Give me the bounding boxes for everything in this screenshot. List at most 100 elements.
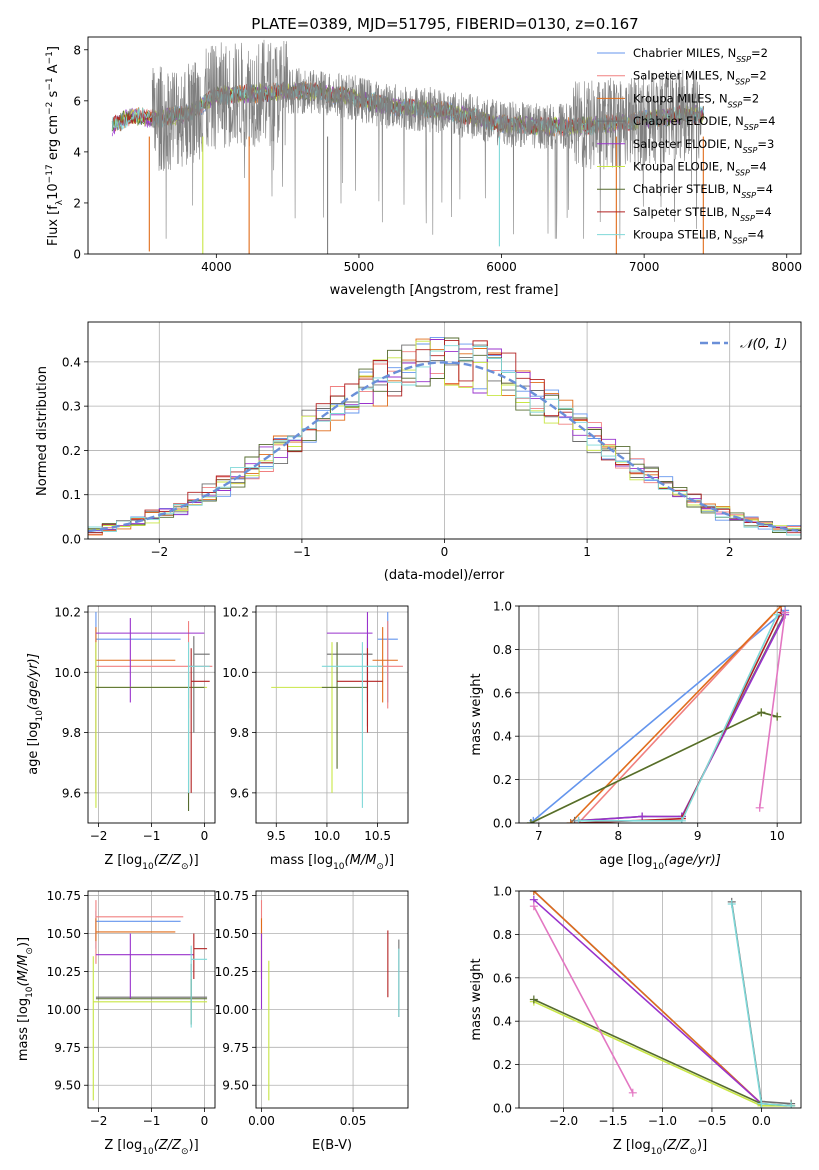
- mass_vs_Z-xticklabel-1: −1: [143, 1114, 161, 1128]
- spectrum-legend-part-6-2: =4: [756, 182, 773, 196]
- spectrum-legend-part-4-2: =3: [757, 137, 774, 151]
- mass_vs_EBV-xlabel: E(B-V): [312, 1138, 352, 1153]
- weight_vs_age-frame: [518, 605, 802, 824]
- residuals-yticklabel-4: 0.4: [62, 355, 81, 369]
- age_vs_mass-xlabel-d: ⊙: [376, 862, 384, 872]
- spectrum-legend-label-3: Chabrier ELODIE, NSSP=4: [633, 114, 775, 132]
- spectrum-ylabel-e: erg cm: [46, 115, 61, 164]
- residual-hist-6: [88, 337, 801, 533]
- weight_vs_age-yticklabel-4: 0.8: [493, 643, 512, 657]
- age_vs_mass-xlabel-b: 10: [333, 862, 345, 872]
- weight_vs_Z-marker-4-0: [529, 995, 538, 1004]
- figure-title: PLATE=0389, MJD=51795, FIBERID=0130, z=0…: [251, 15, 638, 33]
- residuals-frame: [87, 321, 802, 540]
- spectrum-data: [151, 39, 702, 239]
- weight_vs_age-line-2: [570, 606, 782, 823]
- residuals-yticklabel-1: 0.1: [62, 488, 81, 502]
- spectrum-legend-part-7-0: Salpeter STELIB, N: [633, 205, 740, 219]
- mass_vs_Z-yticklabel-1: 9.75: [54, 1041, 81, 1055]
- spectrum-yticklabel-4: 8: [73, 43, 81, 57]
- spectrum-legend-label-4: Salpeter ELODIE, NSSP=3: [633, 137, 774, 155]
- mass_vs_EBV-axes: 0.00 0.05 9.50 9.75 10.00 10.25 10.50 10.75: [215, 889, 408, 1128]
- residuals-xticklabel-2: 0: [441, 545, 449, 559]
- age_vs_Z-yticklabel-2: 10.0: [54, 666, 81, 680]
- spectrum-ylabel-j: −1: [45, 51, 55, 64]
- spectrum-legend-part-1-1: SSP: [735, 77, 750, 86]
- age_vs_Z-ylabel-a: age [log: [26, 722, 41, 775]
- age_vs_Z-ylabel-b: 10: [35, 710, 45, 722]
- spectrum-legend-label-6: Chabrier STELIB, NSSP=4: [633, 182, 773, 200]
- mass_vs_EBV-yticklabel-4: 10.50: [215, 927, 249, 941]
- weight_vs_age-xticklabel-2: 9: [694, 829, 702, 843]
- mass_vs_Z-xlabel-a: Z [log: [104, 1138, 142, 1153]
- weight_vs_age-line-6: [530, 711, 778, 823]
- residuals-xticklabel-1: −1: [293, 545, 311, 559]
- spectrum-xlabel: wavelength [Angstrom, rest frame]: [330, 283, 559, 298]
- weight_vs_Z-yticklabel-2: 0.4: [493, 1015, 512, 1029]
- age_vs_Z-yticklabel-1: 9.8: [62, 726, 81, 740]
- mass_vs_Z-xlabel-d: ⊙: [181, 1147, 189, 1157]
- weight_vs_Z-marker-6-1: [757, 1099, 766, 1108]
- spectrum-xticklabel-0: 4000: [201, 260, 232, 274]
- spectrum-ylabel-b: λ: [55, 199, 65, 205]
- weight_vs_Z-marker-7-0: [529, 902, 538, 911]
- age_vs_mass-yticklabel-3: 10.2: [222, 606, 249, 620]
- spectrum-legend-label-0: Chabrier MILES, NSSP=2: [633, 46, 768, 64]
- age_vs_mass-xticklabel-0: 9.5: [267, 829, 286, 843]
- spectrum-legend-part-0-1: SSP: [736, 55, 751, 64]
- mass_vs_Z-xlabel-b: 10: [142, 1147, 154, 1157]
- mass_vs_Z-yticklabel-5: 10.75: [47, 889, 81, 903]
- weight_vs_Z-frame: [518, 890, 802, 1109]
- spectrum-ylabel-d: −17: [45, 164, 55, 183]
- weight_vs_age-yticklabel-2: 0.4: [493, 730, 512, 744]
- spectrum-legend-part-4-0: Salpeter ELODIE, N: [633, 137, 743, 151]
- age_vs_mass-yticklabel-2: 10.0: [222, 666, 249, 680]
- residuals-xticklabel-4: 2: [726, 545, 734, 559]
- mass_vs_Z-xlabel: Z [log10(Z/Z⊙)]: [104, 1138, 198, 1157]
- mass_vs_Z-ylabel-b: 10: [25, 986, 35, 998]
- age_vs_Z-xlabel-b: 10: [142, 862, 154, 872]
- spectrum-ylabel-c: 10: [46, 183, 61, 200]
- spectrum-legend-part-3-2: =4: [759, 114, 776, 128]
- age_vs_mass-xlabel: mass [log10(M/M⊙)]: [270, 853, 394, 872]
- mass_vs_Z-xticklabel-2: 0: [201, 1114, 209, 1128]
- mass_vs_EBV-yticklabel-3: 10.25: [215, 965, 249, 979]
- weight_vs_age-marker-9-1: [781, 608, 790, 617]
- spectrum-legend-part-6-1: SSP: [741, 191, 756, 200]
- mass_vs_EBV-yticklabel-5: 10.75: [215, 889, 249, 903]
- age_vs_mass-xlabel-c: (M/M: [345, 853, 377, 868]
- spectrum-frame: [87, 36, 802, 255]
- spectrum-legend-part-8-0: Kroupa STELIB, N: [633, 228, 733, 242]
- age_vs_Z-xlabel-a: Z [log: [104, 853, 142, 868]
- spectrum-legend-part-8-1: SSP: [733, 236, 748, 245]
- mass_vs_Z-plot: [92, 900, 208, 1101]
- weight_vs_age-xlabel-c: (age/yr)]: [664, 853, 721, 868]
- age_vs_mass-yticklabel-0: 9.6: [230, 786, 249, 800]
- spectrum-plot: [111, 39, 705, 254]
- residual-hist-8: [88, 345, 801, 536]
- age_vs_Z-xlabel-c: (Z/Z: [154, 853, 182, 868]
- age_vs_Z-xlabel: Z [log10(Z/Z⊙)]: [104, 853, 198, 872]
- spectrum-ylabel: Flux [fλ10−17 erg cm−2 s−1 A−1]: [45, 46, 65, 246]
- age_vs_Z-xlabel-d: ⊙: [181, 862, 189, 872]
- age_vs_mass-xlabel-a: mass [log: [270, 853, 333, 868]
- weight_vs_Z-xlabel-c: (Z/Z: [662, 1138, 690, 1153]
- weight_vs_Z-axes: −2.0 −1.5 −1.0 −0.5 0.0 0.0 0.2 0.4 0.6 0.8 1.0: [493, 885, 801, 1128]
- spectrum-legend-part-3-0: Chabrier ELODIE, N: [633, 114, 744, 128]
- weight_vs_Z-xlabel: Z [log10(Z/Z⊙)]: [613, 1138, 707, 1157]
- spectrum-legend-label-7: Salpeter STELIB, NSSP=4: [633, 205, 772, 223]
- weight_vs_age-line-5: [530, 711, 778, 823]
- residuals-axes: −2 −1 0 1 2 0.0 0.1 0.2 0.3 0.4: [62, 322, 801, 559]
- mass_vs_Z-frame: [87, 890, 216, 1109]
- age_vs_mass-axes: 9.5 10.0 10.5 9.6 9.8 10.0 10.2: [222, 606, 408, 843]
- spectrum-legend-part-4-1: SSP: [743, 145, 758, 154]
- weight_vs_age-xlabel: age [log10(age/yr)]: [599, 853, 721, 872]
- weight_vs_age-marker-6-2: [773, 712, 782, 721]
- age_vs_mass-xticklabel-1: 10.0: [314, 829, 341, 843]
- weight_vs_Z-xlabel-b: 10: [651, 1147, 663, 1157]
- weight_vs_Z-marker-7-1: [628, 1088, 637, 1097]
- spectrum-xticklabel-3: 7000: [629, 260, 660, 274]
- mass_vs_EBV-yticklabel-0: 9.50: [222, 1079, 249, 1093]
- weight_vs_age-line-4: [578, 614, 786, 822]
